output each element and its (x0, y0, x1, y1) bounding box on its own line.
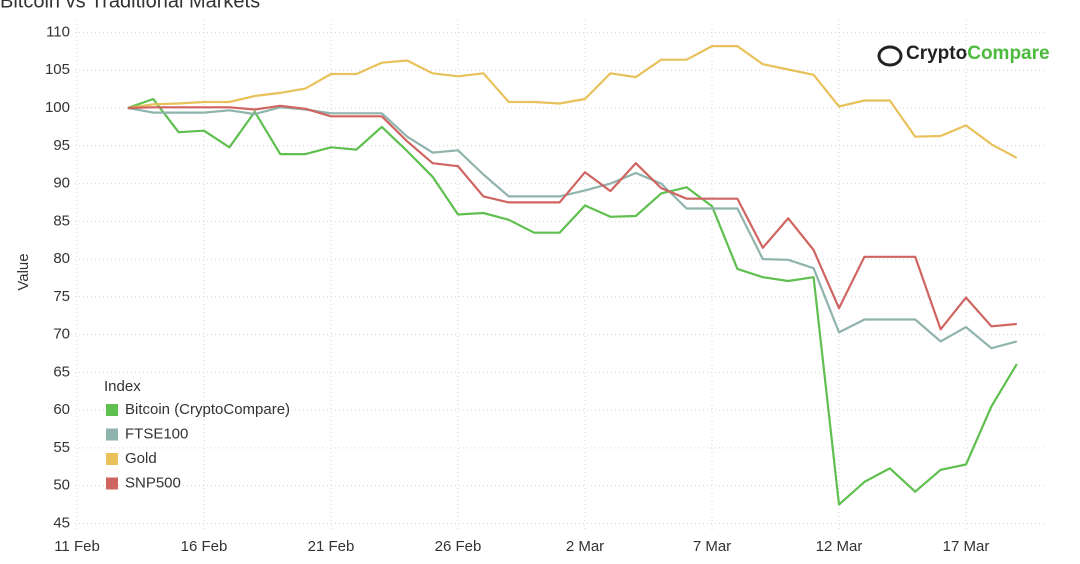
legend-label: Gold (125, 450, 157, 467)
y-tick-label: 90 (53, 175, 70, 192)
y-tick-label: 95 (53, 137, 70, 154)
legend-label: SNP500 (125, 474, 181, 491)
legend-title: Index (104, 378, 141, 395)
series-line (127, 45, 1018, 159)
logo: CryptoCompare (877, 43, 1050, 67)
legend-swatch (106, 404, 118, 416)
series-line (127, 104, 1017, 331)
legend-label: Bitcoin (CryptoCompare) (125, 401, 290, 418)
x-tick-label: 26 Feb (435, 538, 482, 555)
y-tick-label: 105 (45, 61, 70, 78)
logo-icon (877, 45, 903, 67)
y-tick-label: 60 (53, 401, 70, 418)
chart-title: Bitcoin vs Traditional Markets (0, 0, 260, 12)
series-line (127, 106, 1018, 350)
legend-swatch (106, 453, 118, 465)
y-tick-label: 70 (53, 326, 70, 343)
y-tick-label: 85 (53, 212, 70, 229)
y-tick-label: 55 (53, 439, 70, 456)
x-tick-label: 2 Mar (566, 538, 604, 555)
logo-part: Crypto (906, 43, 967, 64)
y-tick-label: 50 (53, 477, 70, 494)
y-tick-label: 100 (45, 99, 70, 116)
y-tick-label: 75 (53, 288, 70, 305)
y-tick-label: 110 (46, 23, 70, 40)
x-tick-label: 7 Mar (693, 538, 731, 555)
x-tick-label: 12 Mar (816, 538, 863, 555)
y-axis-title: Value (15, 253, 32, 290)
y-tick-label: 80 (53, 250, 70, 267)
x-tick-label: 11 Feb (54, 538, 100, 555)
x-tick-label: 17 Mar (943, 538, 990, 555)
y-tick-label: 65 (53, 363, 70, 380)
legend-label: FTSE100 (125, 425, 188, 442)
legend-swatch (106, 428, 118, 441)
logo-text: CryptoCompare (906, 43, 1050, 64)
x-tick-label: 21 Feb (308, 538, 355, 555)
series-line (127, 97, 1018, 506)
logo-part: Compare (967, 43, 1049, 64)
legend-swatch (106, 477, 118, 490)
y-tick-label: 45 (53, 514, 70, 531)
x-tick-label: 16 Feb (181, 538, 228, 555)
